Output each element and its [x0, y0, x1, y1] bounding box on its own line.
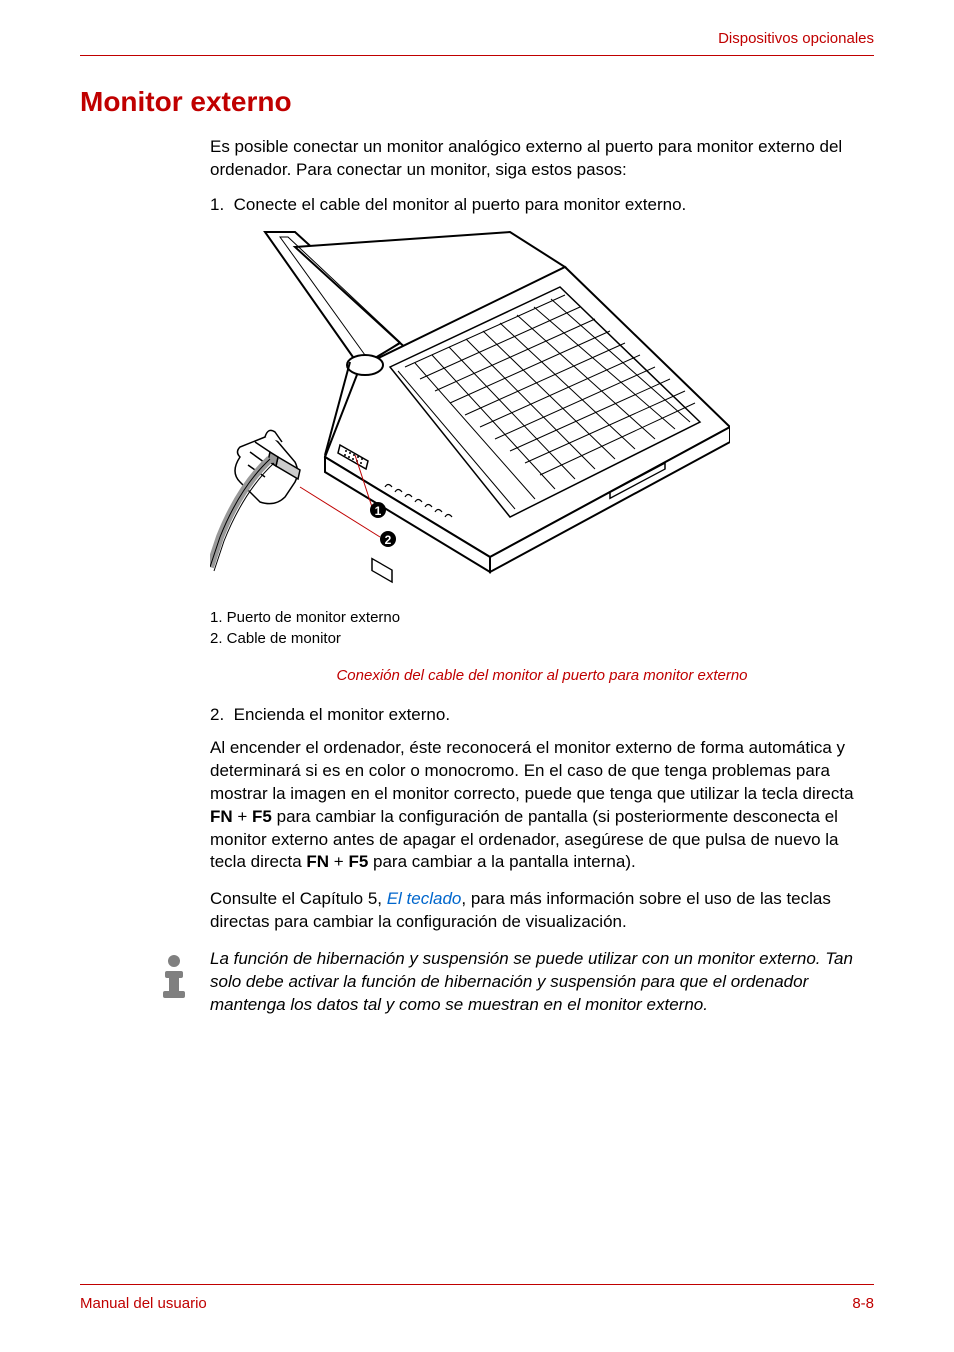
key-f5-2: F5 — [348, 852, 368, 871]
para1-part-a: Al encender el ordenador, éste reconocer… — [210, 738, 854, 803]
laptop-diagram: 1 2 — [210, 227, 874, 592]
diagram-caption: Conexión del cable del monitor al puerto… — [210, 667, 874, 684]
key-f5-1: F5 — [252, 807, 272, 826]
footer-title: Manual del usuario — [80, 1295, 207, 1312]
plus-1: + — [233, 807, 252, 826]
svg-text:1: 1 — [375, 504, 382, 518]
step-1: 1. Conecte el cable del monitor al puert… — [210, 194, 874, 217]
legend-item-1: 1. Puerto de monitor externo — [210, 607, 874, 628]
step-2-number: 2. — [210, 705, 224, 724]
para2-part-a: Consulte el Capítulo 5, — [210, 889, 387, 908]
step-2: 2. Encienda el monitor externo. — [210, 704, 874, 727]
info-note-text: La función de hibernación y suspensión s… — [210, 948, 874, 1017]
step-1-text: Conecte el cable del monitor al puerto p… — [234, 195, 687, 214]
para1-part-c: para cambiar a la pantalla interna). — [368, 852, 635, 871]
info-note-box: La función de hibernación y suspensión s… — [210, 948, 874, 1017]
info-icon — [155, 948, 195, 1003]
step-2-text: Encienda el monitor externo. — [234, 705, 450, 724]
step-1-number: 1. — [210, 195, 224, 214]
legend-item-2: 2. Cable de monitor — [210, 628, 874, 649]
intro-paragraph: Es posible conectar un monitor analógico… — [210, 136, 874, 182]
laptop-illustration-svg: 1 2 — [210, 227, 730, 587]
keyboard-chapter-link[interactable]: El teclado — [387, 889, 462, 908]
footer-page-number: 8-8 — [852, 1295, 874, 1312]
header-section-label: Dispositivos opcionales — [80, 30, 874, 56]
key-fn-1: FN — [210, 807, 233, 826]
plus-2: + — [329, 852, 348, 871]
content-block: Es posible conectar un monitor analógico… — [210, 136, 874, 1017]
key-fn-2: FN — [306, 852, 329, 871]
svg-text:2: 2 — [385, 533, 392, 547]
page-footer: Manual del usuario 8-8 — [80, 1284, 874, 1312]
paragraph-reference: Consulte el Capítulo 5, El teclado, para… — [210, 888, 874, 934]
paragraph-recognition: Al encender el ordenador, éste reconocer… — [210, 737, 874, 875]
section-title: Monitor externo — [80, 86, 874, 118]
diagram-legend: 1. Puerto de monitor externo 2. Cable de… — [210, 607, 874, 649]
